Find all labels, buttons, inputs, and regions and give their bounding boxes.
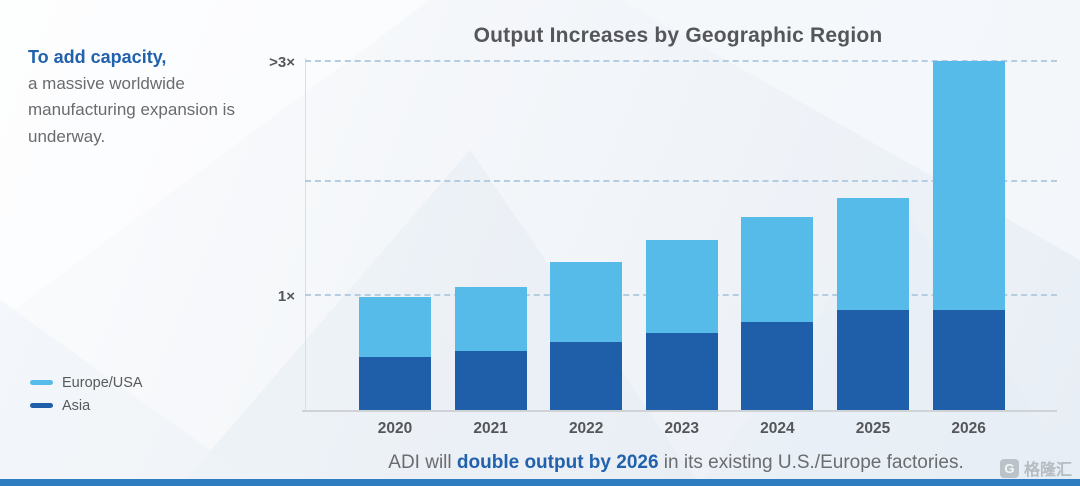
- intro-body: a massive worldwide manufacturing expans…: [28, 74, 235, 146]
- bar-2025: [837, 198, 909, 411]
- stacked-bar-chart: >3× 1× 2020 2021 2022 2023 2024 2025 2026: [269, 54, 1057, 437]
- bar-segment-2023-europe-usa: [645, 240, 718, 334]
- chart-legend: Europe/USA Asia: [30, 371, 143, 417]
- bar-2026: [932, 60, 1005, 411]
- legend-item-asia: Asia: [30, 394, 143, 417]
- caption-suffix: in its existing U.S./Europe factories.: [658, 452, 964, 473]
- bar-segment-2026-europe-usa: [932, 60, 1005, 311]
- x-tick-label-2020: 2020: [377, 420, 413, 437]
- watermark-logo-icon: G: [999, 458, 1019, 478]
- bar-segment-2025-europe-usa: [837, 198, 909, 311]
- bar-segment-2021-europe-usa: [454, 287, 527, 352]
- bar-segment-2025-asia: [837, 310, 909, 411]
- caption-highlight: double output by 2026: [456, 452, 659, 473]
- legend-label-asia: Asia: [62, 397, 91, 414]
- bar-segment-2022-europe-usa: [550, 262, 623, 343]
- y-tick-label: >3×: [269, 53, 295, 71]
- watermark: G 格隆汇: [999, 456, 1072, 480]
- intro-text-block: To add capacity, a massive worldwide man…: [28, 47, 236, 150]
- x-axis-labels: 2020 2021 2022 2023 2024 2025 2026: [305, 411, 1057, 443]
- bar-2024: [741, 217, 814, 411]
- watermark-text: 格隆汇: [1023, 462, 1072, 479]
- bar-segment-2026-asia: [932, 310, 1005, 411]
- x-tick-label-2026: 2026: [951, 420, 986, 437]
- x-tick-label-2024: 2024: [760, 420, 795, 437]
- legend-swatch-asia: [30, 403, 53, 408]
- legend-label-europe-usa: Europe/USA: [62, 374, 143, 391]
- x-tick-label-2022: 2022: [568, 420, 604, 437]
- bar-segment-2024-europe-usa: [741, 217, 814, 322]
- x-tick-label-2021: 2021: [473, 420, 508, 437]
- bar-segment-2020-asia: [359, 357, 431, 411]
- bar-segment-2022-asia: [550, 342, 623, 411]
- bar-2023: [645, 240, 718, 411]
- chart-title: Output Increases by Geographic Region: [473, 24, 883, 47]
- legend-item-europe-usa: Europe/USA: [30, 371, 143, 394]
- intro-headline: To add capacity,: [28, 47, 167, 67]
- x-tick-label-2025: 2025: [855, 420, 891, 437]
- y-tick-label: 1×: [277, 288, 295, 306]
- bar-2021: [454, 287, 527, 411]
- y-axis-labels: >3× 1×: [249, 53, 305, 411]
- bar-2020: [359, 296, 431, 411]
- bar-segment-2023-asia: [645, 333, 718, 411]
- bar-segment-2021-asia: [454, 351, 527, 411]
- bottom-accent-strip: [0, 479, 1080, 486]
- bar-2022: [550, 262, 623, 411]
- legend-swatch-europe-usa: [30, 380, 53, 385]
- caption-prefix: ADI will: [388, 452, 457, 473]
- x-tick-label-2023: 2023: [664, 420, 700, 437]
- gridline: [305, 59, 1057, 62]
- gridline: [305, 179, 1057, 182]
- plot-area: [305, 56, 1057, 411]
- chart-caption: ADI will double output by 2026 in its ex…: [272, 452, 1080, 474]
- bar-segment-2020-europe-usa: [359, 296, 431, 358]
- bar-segment-2024-asia: [741, 321, 814, 411]
